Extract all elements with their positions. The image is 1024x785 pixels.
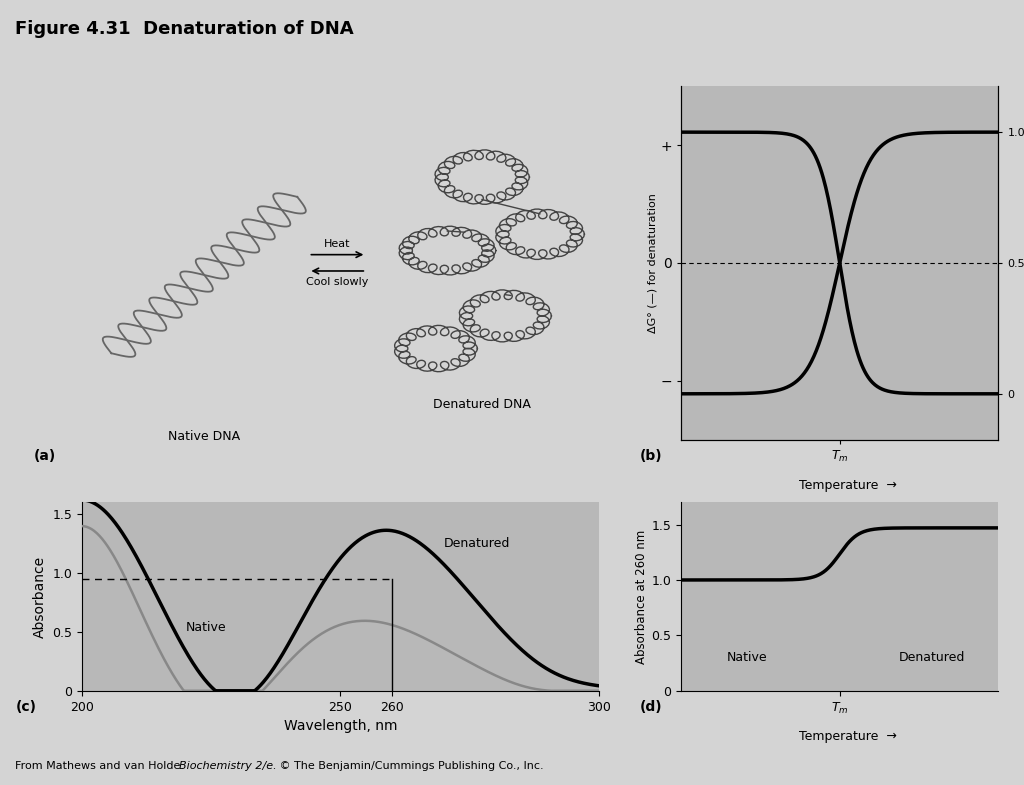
- Text: Heat: Heat: [325, 239, 350, 249]
- Text: Biochemistry 2/e.: Biochemistry 2/e.: [179, 761, 276, 771]
- Text: Denatured: Denatured: [443, 537, 510, 550]
- Text: Native: Native: [727, 651, 767, 664]
- Text: Temperature  →: Temperature →: [800, 479, 897, 492]
- Text: © The Benjamin/Cummings Publishing Co., Inc.: © The Benjamin/Cummings Publishing Co., …: [276, 761, 544, 771]
- Text: Native: Native: [185, 621, 226, 633]
- Text: (b): (b): [640, 449, 663, 463]
- Text: Denatured DNA: Denatured DNA: [433, 397, 530, 411]
- Text: Cool slowly: Cool slowly: [306, 277, 369, 287]
- Y-axis label: ΔG° (—) for denaturation: ΔG° (—) for denaturation: [647, 193, 657, 333]
- Text: From Mathews and van Holde:: From Mathews and van Holde:: [15, 761, 187, 771]
- Text: (a): (a): [34, 449, 56, 463]
- Text: (c): (c): [15, 700, 37, 714]
- Text: Temperature  →: Temperature →: [800, 730, 897, 743]
- Text: (d): (d): [640, 700, 663, 714]
- Text: Denatured: Denatured: [899, 651, 966, 664]
- Text: Figure 4.31  Denaturation of DNA: Figure 4.31 Denaturation of DNA: [15, 20, 354, 38]
- Y-axis label: Absorbance: Absorbance: [33, 556, 47, 637]
- Text: Native DNA: Native DNA: [168, 430, 241, 444]
- X-axis label: Wavelength, nm: Wavelength, nm: [284, 719, 397, 733]
- Y-axis label: Absorbance at 260 nm: Absorbance at 260 nm: [636, 529, 648, 664]
